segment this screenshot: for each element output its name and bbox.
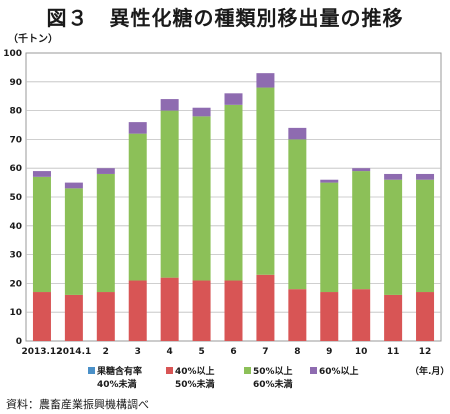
bar-segment [352,289,371,341]
bar-segment [96,168,115,174]
bar-segment [192,107,211,117]
x-tick-label: 8 [294,347,300,357]
legend-swatch [88,367,95,374]
x-tick-label: 12 [419,347,432,357]
y-axis-tick-labels: 0 10 20 30 40 50 60 70 80 90 100 [3,49,22,347]
bar-segment [96,173,115,293]
bar-segment [32,292,51,341]
bar-segment [160,277,179,341]
bar-segment [288,139,307,290]
bar-segment [416,292,435,341]
bar-segment [320,292,339,341]
bar-segment [256,87,275,275]
y-tick-label: 70 [9,135,22,145]
bar-segment [384,294,403,341]
bar-segment [384,173,403,180]
legend-label: 60%以上 [319,365,359,377]
x-tick-label: 11 [387,347,400,357]
bar-segment [64,188,83,295]
legend-label-line2: 40%未満 [97,378,137,390]
legend-swatch [166,367,173,374]
y-tick-label: 30 [9,251,22,261]
y-tick-label: 0 [16,337,22,347]
x-tick-label: 2 [103,347,109,357]
y-tick-label: 80 [9,107,22,117]
bar-segment [288,127,307,140]
x-tick-label: 4 [167,347,173,357]
bar-segment [352,168,371,172]
bar-segment [384,179,403,295]
y-unit-label: （千トン） [8,34,58,45]
y-tick-label: 10 [9,308,22,318]
legend-swatch [310,367,317,374]
bar-segment [416,179,435,293]
legend-label: 50%以上 [253,365,293,377]
y-tick-label: 100 [3,49,22,59]
legend-label-line2: 50%未満 [175,378,215,390]
bar-segment [32,171,51,177]
bar-segment [32,176,51,293]
legend-swatch [244,367,251,374]
bar-segment [96,292,115,341]
y-tick-label: 90 [9,78,22,88]
bar-segment [64,182,83,189]
x-tick-label: 3 [135,347,141,357]
legend-label-line2: 60%未満 [253,378,293,390]
source-note: 資料：農畜産業振興機構調べ [6,398,149,411]
bar-segment [192,116,211,281]
bar-segment [256,274,275,341]
x-tick-label: 2013.12 [21,347,62,357]
x-tick-label: 6 [230,347,236,357]
bar-segment [224,280,243,341]
x-tick-label: 10 [355,347,368,357]
legend-label: 果糖含有率 [96,365,142,377]
bar-segment [64,294,83,341]
bar-segment [288,289,307,341]
bar-segment [320,182,339,293]
bar-segment [128,133,147,281]
y-tick-label: 20 [9,279,22,289]
x-unit-label: （年.月） [410,365,449,377]
y-tick-label: 60 [9,164,22,174]
x-tick-label: 5 [198,347,204,357]
bar-segment [256,73,275,88]
bar-segment [416,173,435,180]
legend-label: 40%以上 [175,365,215,377]
bar-segment [352,171,371,290]
x-tick-label: 9 [326,347,332,357]
chart-title: 図３ 異性化糖の種類別移出量の推移 [46,6,404,30]
x-tick-label: 7 [262,347,268,357]
y-tick-label: 50 [9,193,22,203]
bar-segment [128,280,147,341]
bar-segment [160,110,179,278]
bar-segment [192,280,211,341]
bar-segment [224,104,243,281]
bar-segment [320,179,339,183]
x-tick-label: 2014.1 [57,347,92,357]
bar-segment [160,99,179,111]
bars [32,73,435,341]
y-tick-label: 40 [9,222,22,232]
bar-segment [224,93,243,105]
bar-segment [128,122,147,134]
